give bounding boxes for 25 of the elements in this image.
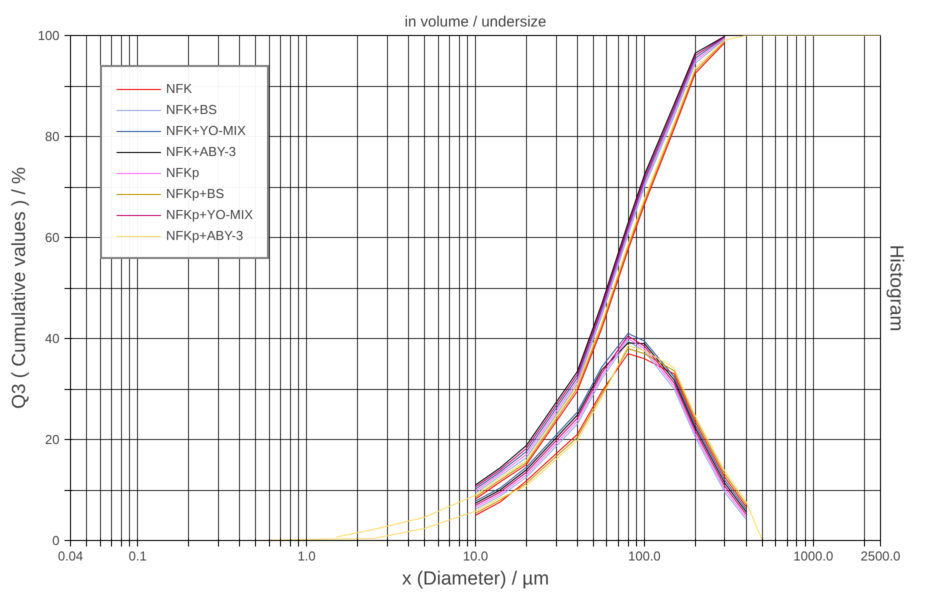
x-tick-label: 10.0	[462, 548, 488, 564]
x-tick-label: 0.1	[128, 548, 147, 564]
y-tick-label: 100	[38, 28, 60, 43]
legend-label: NFK+ABY-3	[166, 144, 236, 159]
x-axis-title: x (Diameter) / µm	[402, 568, 550, 590]
y-tick-label: 80	[45, 129, 60, 144]
x-tick-label: 100.0	[628, 548, 661, 564]
x-tick-label: 2500.0	[860, 548, 900, 564]
y2-axis-title: Histogram	[886, 244, 906, 332]
y-tick-label: 40	[45, 331, 60, 346]
legend-label: NFK+BS	[166, 102, 217, 117]
chart-title: in volume / undersize	[404, 14, 546, 30]
x-tick-label: 1000.0	[793, 548, 834, 564]
y-tick-label: 0	[52, 533, 60, 548]
legend-label: NFK+YO-MIX	[166, 123, 246, 138]
legend-label: NFKp+ABY-3	[166, 228, 244, 243]
x-tick-label: 1.0	[298, 548, 316, 564]
legend-label: NFKp+YO-MIX	[166, 207, 254, 222]
legend-label: NFKp	[166, 165, 200, 180]
y-tick-label: 60	[45, 230, 60, 245]
legend-label: NFK	[166, 81, 192, 96]
x-tick-label: 0.04	[58, 548, 84, 564]
y-tick-label: 20	[45, 432, 60, 447]
y-axis-title: Q3 ( Cumulative values ) / %	[8, 166, 30, 409]
legend-label: NFKp+BS	[166, 186, 224, 201]
